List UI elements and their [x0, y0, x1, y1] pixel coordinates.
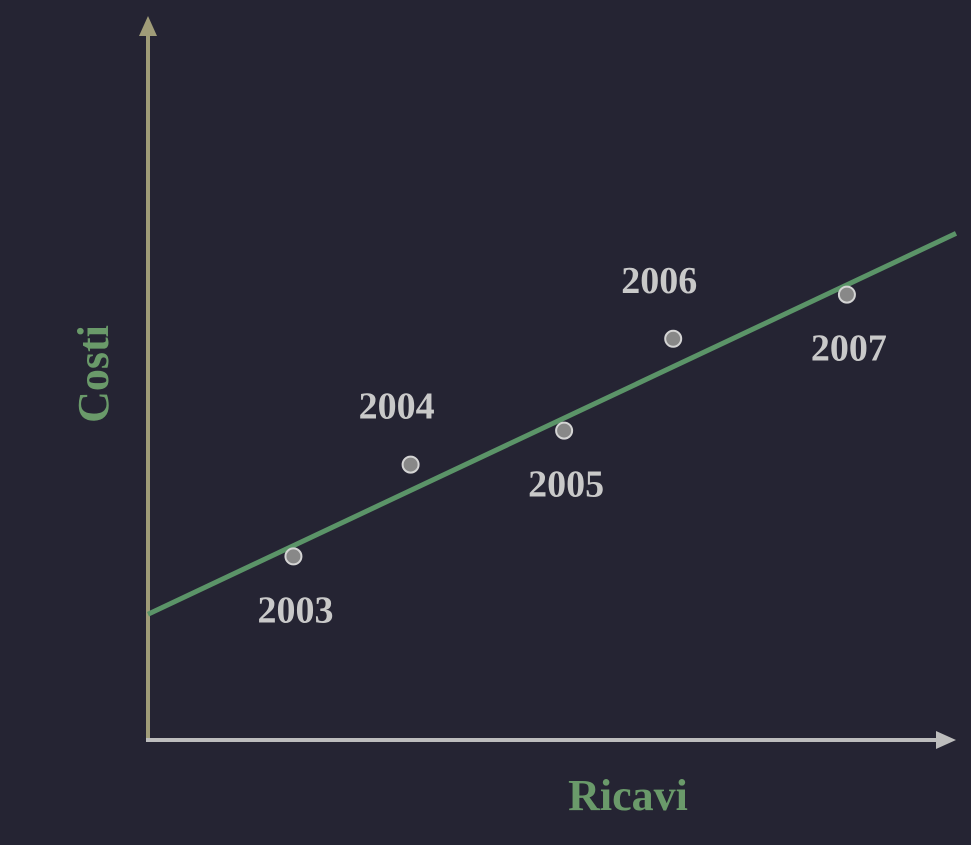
data-points: 2003 2004 2005 2006 2007 — [257, 260, 886, 632]
x-axis-arrow — [936, 731, 956, 749]
y-axis-arrow — [139, 16, 157, 36]
data-point-2003 — [284, 547, 303, 566]
point-label-2003: 2003 — [257, 589, 333, 631]
data-point-2005 — [555, 421, 574, 440]
x-axis-title: Ricavi — [568, 771, 688, 820]
point-label-2006: 2006 — [621, 260, 697, 302]
point-label-2005: 2005 — [528, 464, 604, 506]
trend-line — [146, 231, 958, 617]
point-label-2004: 2004 — [359, 386, 435, 428]
data-point-2004 — [401, 455, 420, 474]
axes — [139, 16, 956, 749]
point-label-2007: 2007 — [811, 328, 887, 370]
y-axis-title: Costi — [69, 325, 118, 423]
data-point-2006 — [664, 329, 683, 348]
data-point-2007 — [837, 285, 856, 304]
